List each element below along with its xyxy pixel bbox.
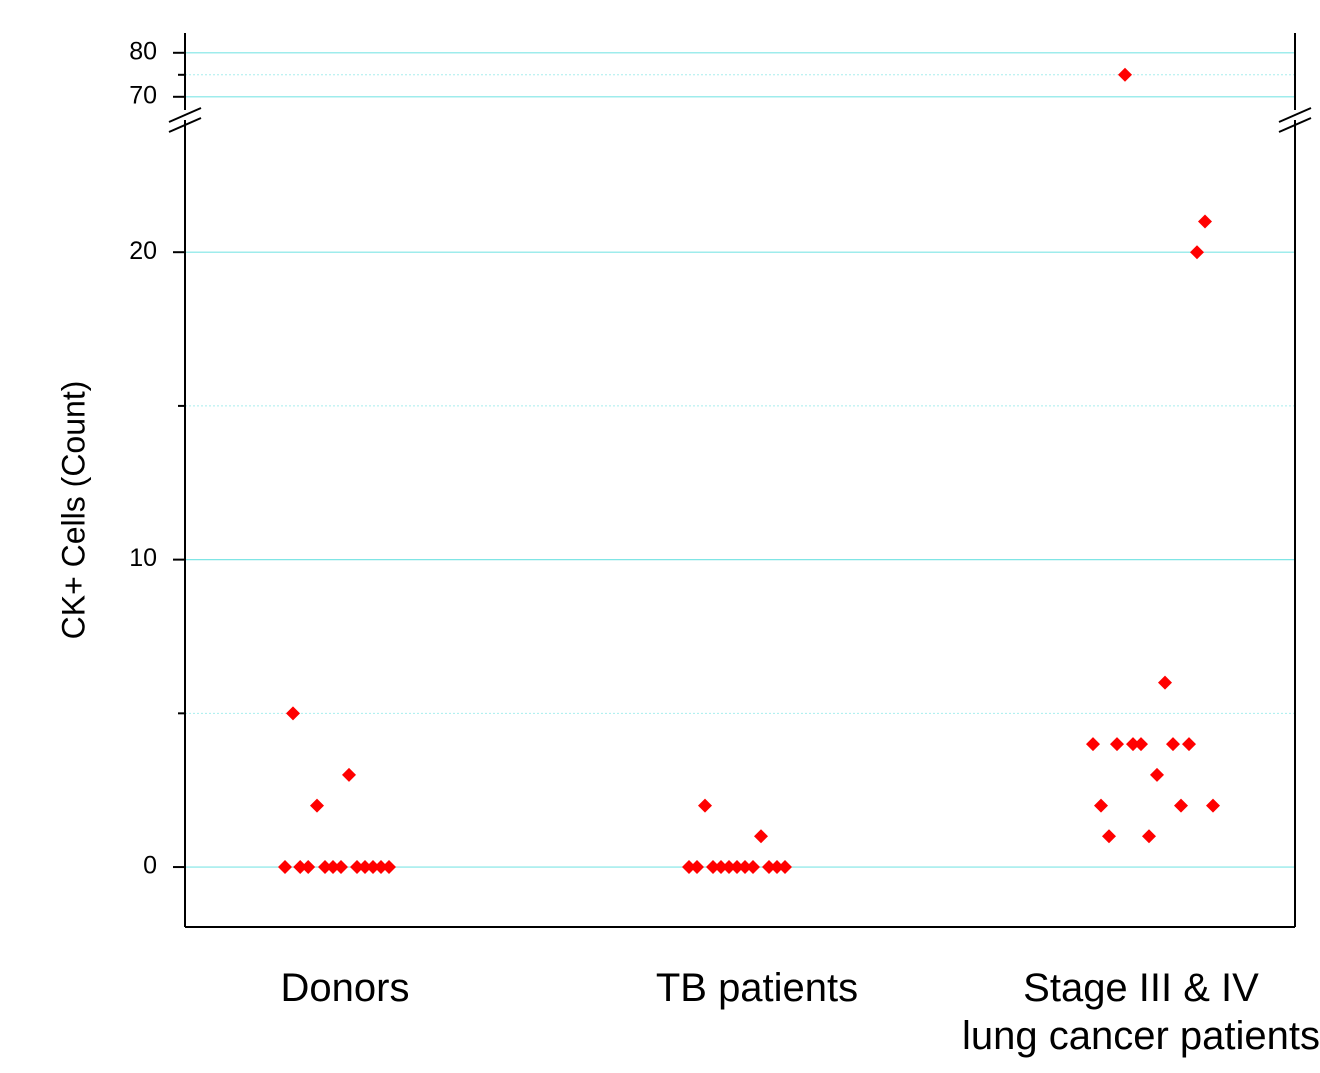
- axis-break: [168, 117, 202, 133]
- data-point: [350, 860, 364, 875]
- y-tick-label: 80: [129, 37, 157, 65]
- data-point: [382, 860, 396, 875]
- data-point: [358, 860, 372, 875]
- data-point: [1102, 829, 1116, 844]
- data-point: [1142, 829, 1156, 844]
- data-point: [698, 798, 712, 813]
- data-point: [754, 829, 768, 844]
- data-point: [762, 860, 776, 875]
- y-tick-label: 20: [129, 237, 157, 265]
- data-point: [770, 860, 784, 875]
- data-point: [1110, 737, 1124, 752]
- data-point: [318, 860, 332, 875]
- data-point: [334, 860, 348, 875]
- data-point: [722, 860, 736, 875]
- y-tick-label: 10: [129, 544, 157, 572]
- data-point: [1182, 737, 1196, 752]
- x-tick-label: TB patients: [655, 966, 859, 1010]
- data-point: [1126, 737, 1140, 752]
- y-axis-label: CK+ Cells (Count): [55, 381, 91, 640]
- data-point: [366, 860, 380, 875]
- axis-break: [1278, 107, 1312, 123]
- data-point: [1118, 67, 1132, 82]
- data-point: [278, 860, 292, 875]
- data-point: [746, 860, 760, 875]
- data-point: [1166, 737, 1180, 752]
- data-point: [1206, 798, 1220, 813]
- data-point: [1150, 767, 1164, 782]
- x-tick-label: Stage III & IV lung cancer patients: [961, 966, 1320, 1058]
- data-point: [301, 860, 316, 875]
- data-point: [326, 860, 340, 875]
- data-point: [1094, 798, 1108, 813]
- data-point: [714, 860, 728, 875]
- data-point: [342, 767, 356, 782]
- data-point: [738, 860, 752, 875]
- data-point: [310, 798, 324, 813]
- data-point: [682, 860, 696, 875]
- data-point: [690, 860, 704, 875]
- y-tick-label: 70: [129, 81, 157, 109]
- axis-break: [168, 107, 202, 123]
- data-point: [706, 860, 720, 875]
- data-point: [374, 860, 388, 875]
- axis-break: [1278, 117, 1312, 133]
- data-point: [1174, 798, 1188, 813]
- data-point: [1158, 675, 1172, 690]
- data-point: [1190, 245, 1204, 260]
- data-point: [778, 860, 792, 875]
- data-point: [293, 860, 308, 875]
- data-point: [286, 706, 300, 721]
- x-tick-label: Donors: [280, 966, 410, 1010]
- data-point: [1134, 737, 1148, 752]
- data-point: [730, 860, 744, 875]
- data-point: [1086, 737, 1100, 752]
- data-point: [1198, 214, 1212, 229]
- y-tick-label: 0: [143, 852, 157, 880]
